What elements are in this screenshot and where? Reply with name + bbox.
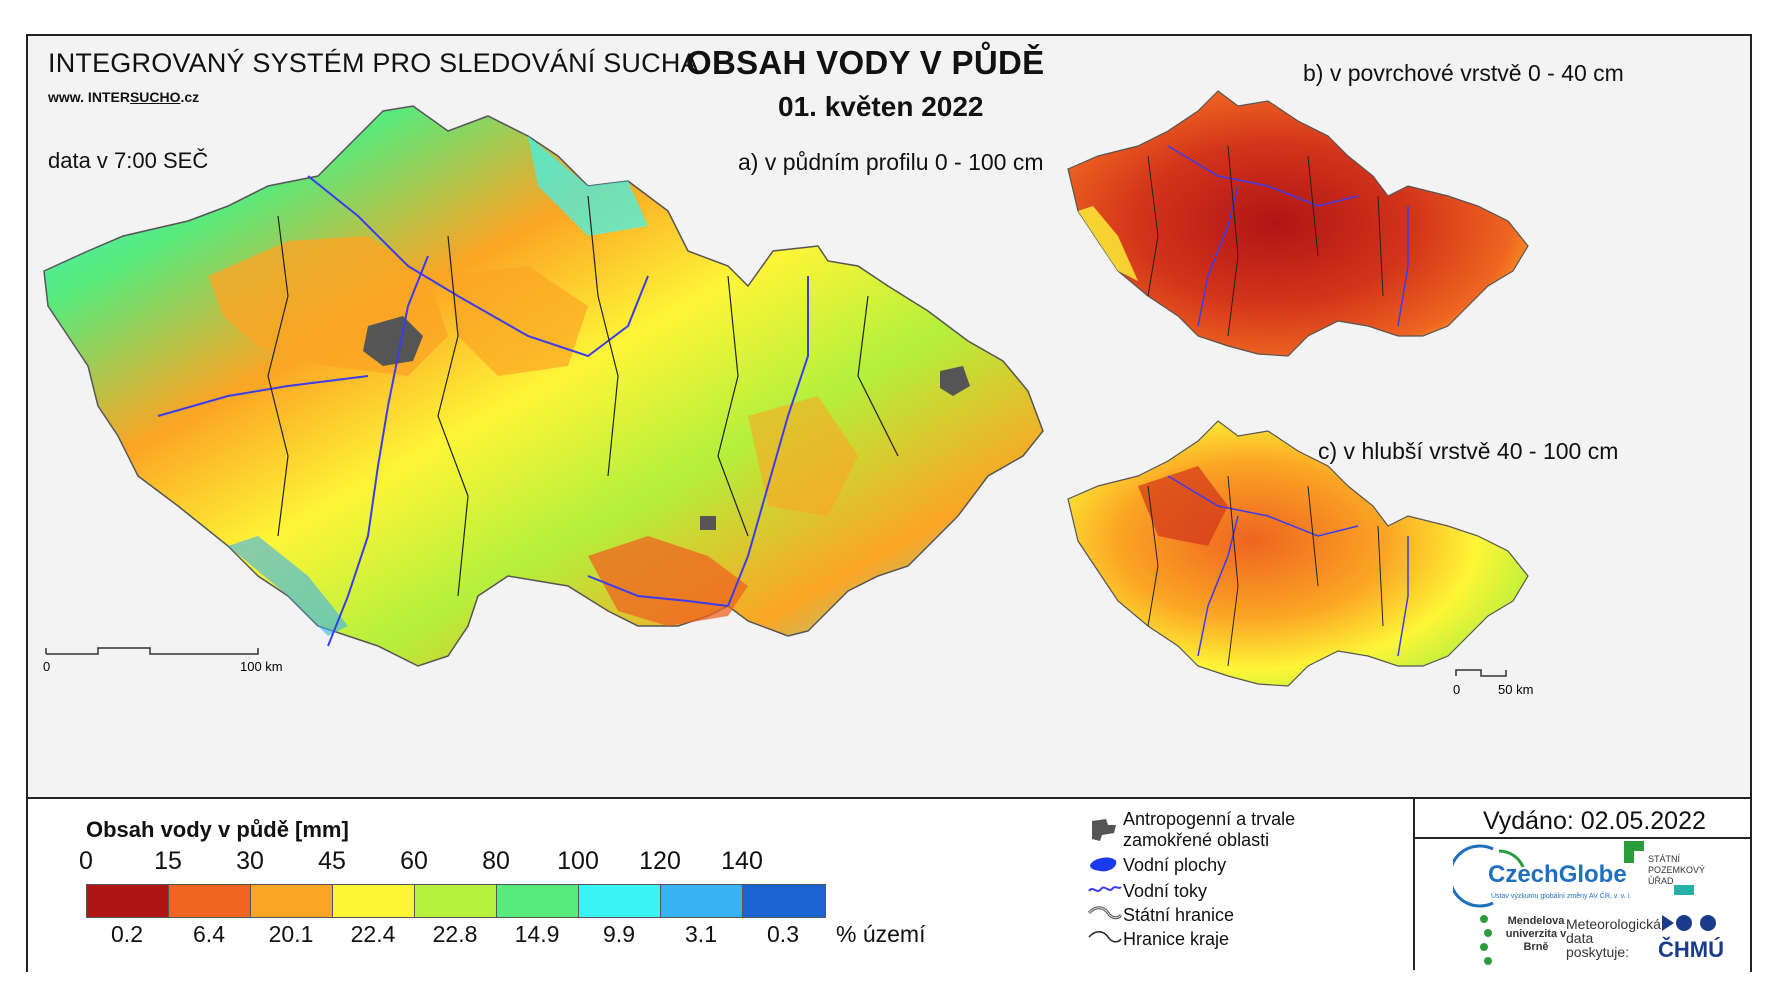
symbol-label-urban-line1: Antropogenní a trvale (1123, 809, 1296, 829)
map-zone: 0 100 km 0 50 km INTEGROVANÝ SYSTÉ (28, 36, 1750, 796)
percent-unit: % území (836, 921, 926, 947)
legend-divider-vertical (1413, 799, 1415, 970)
legend-percentage: 20.1 (268, 921, 314, 947)
legend-tick: 45 (318, 847, 346, 875)
legend-tick: 100 (557, 847, 599, 875)
website-underlined: SUCHO (129, 89, 181, 105)
legend-swatch (661, 885, 743, 917)
map-c-deep-layer: 0 50 km (1067, 420, 1533, 697)
legend-tick: 0 (79, 847, 93, 875)
scale-main-right: 100 km (240, 659, 283, 674)
main-date: 01. květen 2022 (778, 91, 984, 122)
spu-logo-mark (1624, 841, 1644, 863)
legend-zone: Obsah vody v půdě [mm] 0 15 30 45 60 80 … (28, 797, 1750, 972)
issued-date: Vydáno: 02.05.2022 (1483, 807, 1706, 835)
legend-percentage: 6.4 (193, 921, 225, 947)
map-b-shape (1067, 90, 1529, 357)
urban-area-icon (1092, 819, 1116, 841)
legend-title: Obsah vody v půdě [mm] (86, 817, 349, 842)
water-body-icon (1090, 857, 1117, 872)
scale-small-right: 50 km (1498, 682, 1533, 697)
chmu-logo-mark (1662, 915, 1716, 931)
map-b-edge-yellow (1078, 206, 1138, 281)
map-a-dry-patch-moravia (748, 396, 858, 516)
legend-swatch (497, 885, 579, 917)
legend-percentage: 0.2 (111, 921, 143, 947)
river-labe (307, 175, 649, 358)
website-prefix: www. INTER (48, 89, 130, 105)
met-data-provider-label: Meteorologická data poskytuje: (1566, 916, 1661, 960)
river-berounka (157, 375, 369, 417)
caption-map-b: b) v povrchové vrstvě 0 - 40 cm (1303, 60, 1624, 86)
legend-tick: 30 (236, 847, 264, 875)
scale-small-left: 0 (1453, 682, 1460, 697)
legend-swatch (743, 885, 825, 917)
map-frame: 0 100 km 0 50 km INTEGROVANÝ SYSTÉ (26, 34, 1752, 972)
legend-swatch (579, 885, 661, 917)
river-morava (727, 276, 809, 607)
czechglobe-logo-text: CzechGlobe (1488, 861, 1627, 888)
mendel-logo-dots (1480, 915, 1492, 965)
legend-percentage: 14.9 (514, 921, 560, 947)
river-dyje (587, 575, 729, 607)
legend-color-bar (86, 884, 826, 918)
map-a-wet-patch-southwest (228, 536, 348, 636)
czechglobe-logo-subtitle: Ústav výzkumu globální změny AV ČR, v. v… (1491, 893, 1632, 900)
legend-swatch (87, 885, 169, 917)
brno-urban-area (700, 516, 716, 530)
scale-main-left: 0 (43, 659, 50, 674)
legend-swatch (169, 885, 251, 917)
system-title: INTEGROVANÝ SYSTÉM PRO SLEDOVÁNÍ SUCHA (48, 48, 699, 78)
legend-divider-horizontal (1413, 837, 1750, 839)
main-title: OBSAH VODY V PŮDĚ (686, 44, 1045, 81)
symbol-label-urban-line2: zamokřené oblasti (1123, 830, 1270, 850)
scale-bar-main (45, 647, 259, 655)
region-border-icon (1088, 931, 1122, 943)
map-a-soil-profile: 0 100 km (43, 105, 1044, 674)
symbol-label-region-border: Hranice kraje (1123, 929, 1230, 949)
river-icon (1088, 886, 1122, 892)
data-time: data v 7:00 SEČ (48, 148, 209, 173)
state-border-icon (1088, 906, 1122, 920)
legend-tick: 120 (639, 847, 681, 875)
legend-percentage: 0.3 (767, 921, 799, 947)
maps-canvas: 0 100 km 0 50 km (43, 90, 1533, 697)
legend-percentage: 9.9 (603, 921, 635, 947)
scale-bar-small (1455, 669, 1507, 677)
legend-tick: 80 (482, 847, 510, 875)
map-b-borders (1147, 145, 1384, 337)
legend-percentage: 22.4 (350, 921, 396, 947)
czechglobe-logo (1453, 844, 1525, 908)
map-b-surface-layer (1067, 90, 1529, 357)
map-a-wet-patch-north (528, 136, 648, 236)
map-c-borders (1147, 475, 1384, 667)
legend-tick: 60 (400, 847, 428, 875)
legend-swatch (415, 885, 497, 917)
caption-map-a: a) v půdním profilu 0 - 100 cm (738, 149, 1044, 175)
website-link[interactable]: www. INTERSUCHO.cz (48, 89, 199, 105)
region-borders (267, 195, 899, 597)
symbol-label-water: Vodní plochy (1123, 855, 1227, 875)
legend-percentage: 22.8 (432, 921, 478, 947)
river-vltava (327, 255, 429, 647)
website-suffix: .cz (180, 89, 200, 105)
spu-logo-accent (1674, 885, 1694, 895)
caption-map-c: c) v hlubší vrstvě 40 - 100 cm (1318, 438, 1619, 464)
symbol-label-state-border: Státní hranice (1123, 905, 1235, 925)
map-c-dry-core (1138, 466, 1228, 546)
legend-tick: 140 (721, 847, 763, 875)
symbol-label-river: Vodní toky (1123, 881, 1208, 901)
chmu-logo-text: ČHMÚ (1658, 937, 1724, 962)
prague-urban-area (363, 316, 423, 366)
legend-tick: 15 (154, 847, 182, 875)
spu-logo-text: STÁTNÍ POZEMKOVÝ ÚŘAD (1648, 854, 1706, 886)
legend-swatch (333, 885, 415, 917)
map-a-dry-patch-center (448, 266, 588, 376)
legend-percentage: 3.1 (685, 921, 717, 947)
mendel-logo-text: Mendelova univerzita v Brně (1505, 915, 1567, 953)
ostrava-urban-area (940, 366, 970, 396)
legend-swatch (251, 885, 333, 917)
